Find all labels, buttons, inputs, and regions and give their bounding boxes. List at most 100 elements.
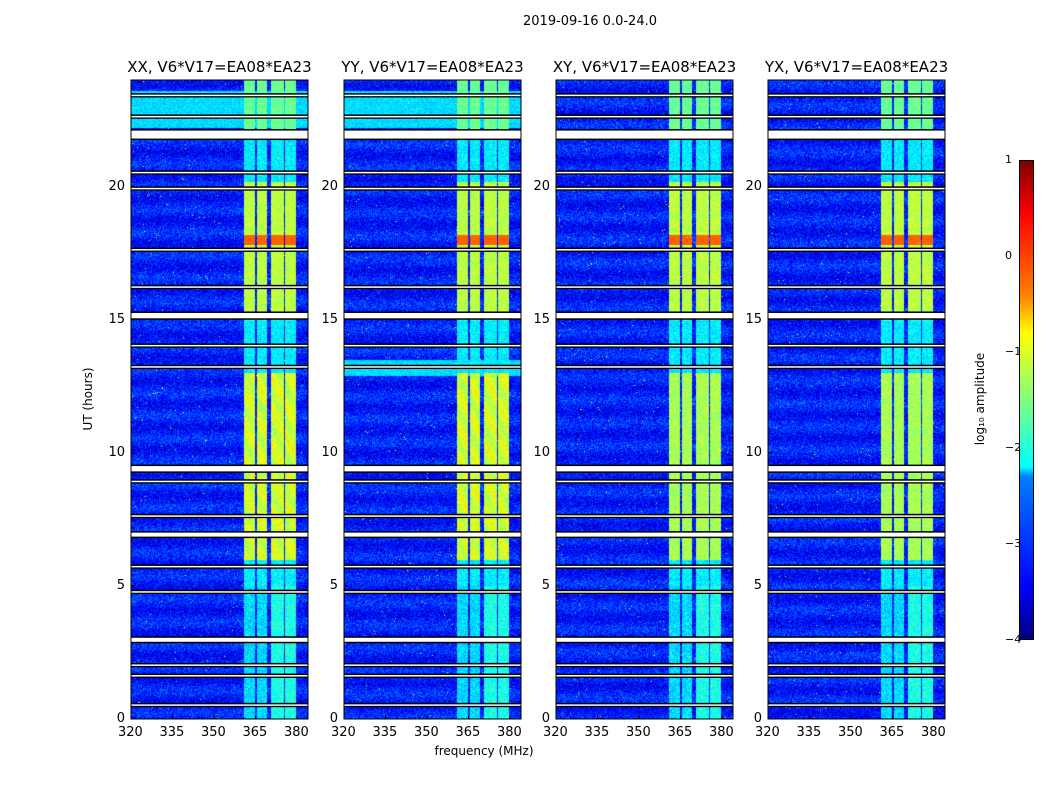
x-tick-label: 365 [242, 725, 268, 740]
x-tick-label: 320 [331, 725, 356, 740]
flagged-row [131, 344, 308, 347]
y-tick-label: 0 [541, 711, 550, 726]
flagged-row [131, 130, 308, 139]
x-tick-label: 320 [118, 725, 143, 740]
panel-2: XY, V6*V17=EA08*EA23 320 335 350 365 380 0 5 10 1… [533, 58, 736, 740]
flagged-row [768, 515, 945, 517]
flagged-row [556, 130, 733, 139]
flagged-row [556, 565, 733, 568]
flagged-row [131, 94, 308, 97]
flagged-row [768, 171, 945, 174]
x-tick-label: 380 [496, 725, 522, 740]
flagged-row [344, 675, 521, 677]
flagged-row [131, 664, 308, 666]
x-tick-label: 350 [837, 725, 863, 740]
panel-title: XX, V6*V17=EA08*EA23 [127, 58, 312, 76]
panel-overlay [555, 79, 734, 720]
panel-overlay [767, 79, 946, 720]
colorbar [1019, 160, 1034, 640]
flagged-row [131, 366, 308, 368]
x-tick-label: 335 [372, 725, 398, 740]
panel-overlay [130, 79, 309, 720]
flagged-row [131, 591, 308, 593]
flagged-row [768, 675, 945, 677]
y-tick-label: 5 [116, 577, 125, 593]
flagged-row [556, 344, 733, 347]
y-tick-label: 15 [108, 311, 125, 327]
y-axis-label: UT (hours) [81, 367, 95, 431]
axes-frame [555, 79, 734, 720]
flagged-row [556, 480, 733, 483]
flagged-row [131, 637, 308, 642]
axes-frame [767, 79, 946, 720]
flagged-row [556, 664, 733, 666]
axes-frame [343, 79, 522, 720]
flagged-row [344, 466, 521, 472]
y-tick-label: 10 [533, 444, 550, 460]
flagged-row [768, 249, 945, 251]
flagged-row [131, 286, 308, 288]
axes-frame [130, 79, 309, 720]
x-tick-label: 380 [920, 725, 946, 740]
flagged-row [768, 115, 945, 118]
flagged-row [344, 115, 521, 118]
flagged-row [556, 187, 733, 190]
flagged-row [556, 115, 733, 118]
panel-1: YY, V6*V17=EA08*EA23 320 335 350 365 380 0 5 10 1… [321, 58, 523, 740]
y-tick-label: 15 [533, 311, 550, 327]
flagged-row [768, 466, 945, 472]
y-tick-label: 10 [108, 444, 125, 460]
flagged-row [131, 515, 308, 517]
flagged-row [556, 466, 733, 472]
flagged-row [556, 637, 733, 642]
x-tick-label: 365 [667, 725, 693, 740]
flagged-row [768, 704, 945, 706]
y-tick-label: 5 [329, 577, 338, 593]
y-tick-label: 0 [116, 711, 125, 726]
flagged-row [131, 312, 308, 319]
flagged-row [768, 664, 945, 666]
flagged-row [131, 466, 308, 472]
flagged-row [556, 249, 733, 251]
x-tick-label: 335 [796, 725, 822, 740]
flagged-row [344, 591, 521, 593]
panel-3: YX, V6*V17=EA08*EA23 320 335 350 365 380 0 5 10 1… [745, 58, 948, 740]
flagged-row [131, 115, 308, 118]
flagged-row [556, 532, 733, 537]
flagged-row [768, 637, 945, 642]
flagged-row [556, 286, 733, 288]
x-tick-label: 320 [543, 725, 568, 740]
flagged-row [768, 480, 945, 483]
flagged-row [344, 187, 521, 190]
y-tick-label: 10 [321, 444, 338, 460]
colorbar-tick-label: −1 [1005, 345, 1022, 358]
y-tick-label: 20 [321, 178, 338, 194]
flagged-row [556, 366, 733, 368]
y-tick-label: 0 [329, 711, 338, 726]
y-tick-label: 15 [745, 311, 762, 327]
colorbar-tick-label: −3 [1005, 537, 1022, 550]
flagged-row [344, 171, 521, 174]
panel-title: YY, V6*V17=EA08*EA23 [341, 58, 524, 76]
colorbar-tick-label: −4 [1005, 633, 1022, 646]
flagged-row [768, 94, 945, 97]
flagged-row [131, 704, 308, 706]
flagged-row [768, 286, 945, 288]
flagged-row [768, 366, 945, 368]
x-tick-label: 365 [455, 725, 481, 740]
flagged-row [344, 664, 521, 666]
flagged-row [768, 532, 945, 537]
panel-0: XX, V6*V17=EA08*EA23 320 335 350 365 380 0 5 10 1… [108, 58, 311, 740]
flagged-row [556, 675, 733, 677]
flagged-row [768, 565, 945, 568]
colorbar-tick-label: 0 [1005, 249, 1012, 262]
flagged-row [344, 704, 521, 706]
flagged-row [131, 187, 308, 190]
flagged-row [344, 480, 521, 483]
y-tick-label: 5 [541, 577, 550, 593]
flagged-row [344, 286, 521, 288]
flagged-row [344, 637, 521, 642]
flagged-row [344, 94, 521, 97]
flagged-row [131, 171, 308, 174]
